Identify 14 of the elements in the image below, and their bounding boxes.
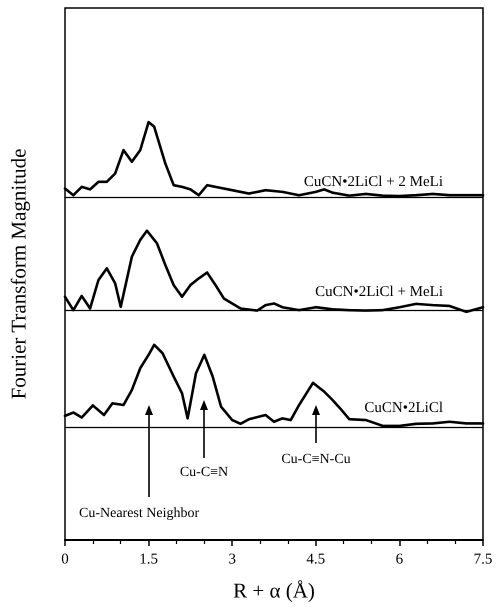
- x-tick-label: 7.5: [474, 552, 492, 568]
- x-tick-label: 0: [61, 552, 69, 568]
- annotation: Cu-C≡N: [180, 465, 228, 480]
- annotation: Cu-Nearest Neighbor: [79, 506, 200, 521]
- series-label: CuCN•2LiCl + 2 MeLi: [304, 174, 443, 190]
- x-tick-label: 6: [396, 552, 404, 568]
- series-label: CuCN•2LiCl + MeLi: [315, 284, 443, 300]
- x-tick-label: 4.5: [306, 552, 326, 568]
- series-label: CuCN•2LiCl: [364, 400, 443, 416]
- x-axis-title: R + α (Å): [233, 578, 315, 602]
- x-tick-label: 1.5: [139, 552, 158, 568]
- x-tick-label: 3: [228, 552, 236, 568]
- y-axis-title: Fourier Transform Magnitude: [6, 148, 30, 400]
- annotation: Cu-C≡N-Cu: [281, 452, 351, 467]
